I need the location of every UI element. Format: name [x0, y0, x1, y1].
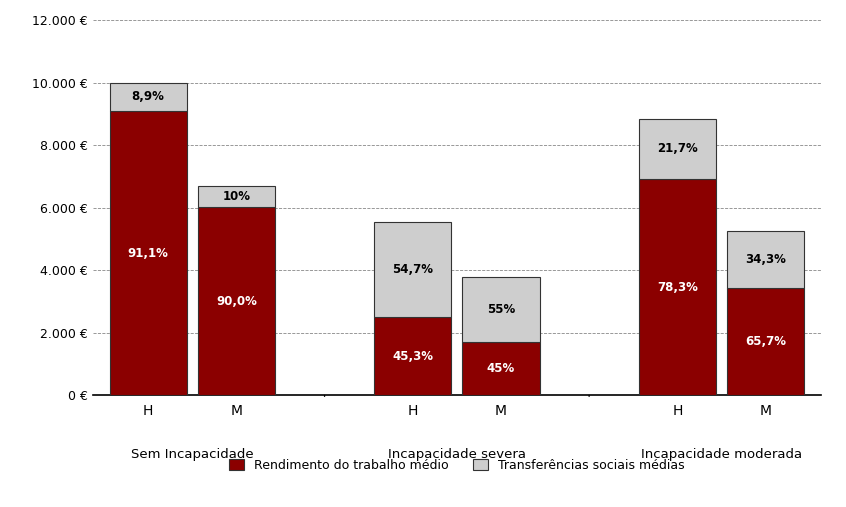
Bar: [198, 186, 275, 207]
Bar: [110, 111, 187, 395]
Text: 65,7%: 65,7%: [745, 335, 786, 348]
Bar: [639, 119, 716, 179]
Text: 78,3%: 78,3%: [656, 281, 698, 294]
Text: Sem Incapacidade: Sem Incapacidade: [131, 448, 254, 461]
Text: 34,3%: 34,3%: [745, 253, 786, 266]
Text: 55%: 55%: [486, 303, 515, 316]
Text: 21,7%: 21,7%: [657, 142, 698, 155]
Bar: [198, 207, 275, 395]
Text: 90,0%: 90,0%: [216, 295, 257, 308]
Text: 45%: 45%: [486, 362, 515, 375]
Text: Incapacidade moderada: Incapacidade moderada: [640, 448, 802, 461]
Bar: [463, 277, 540, 342]
Text: 10%: 10%: [222, 190, 250, 203]
Bar: [374, 317, 451, 395]
Text: 45,3%: 45,3%: [393, 350, 433, 363]
Bar: [374, 222, 451, 317]
Bar: [110, 83, 187, 111]
Text: 54,7%: 54,7%: [393, 263, 433, 276]
Bar: [639, 179, 716, 395]
Bar: [727, 231, 804, 287]
Text: Incapacidade severa: Incapacidade severa: [387, 448, 526, 461]
Bar: [463, 342, 540, 395]
Legend: Rendimento do trabalho médio, Transferências sociais médias: Rendimento do trabalho médio, Transferên…: [228, 459, 685, 472]
Bar: [727, 287, 804, 395]
Text: 91,1%: 91,1%: [128, 246, 168, 260]
Text: 8,9%: 8,9%: [132, 90, 165, 103]
